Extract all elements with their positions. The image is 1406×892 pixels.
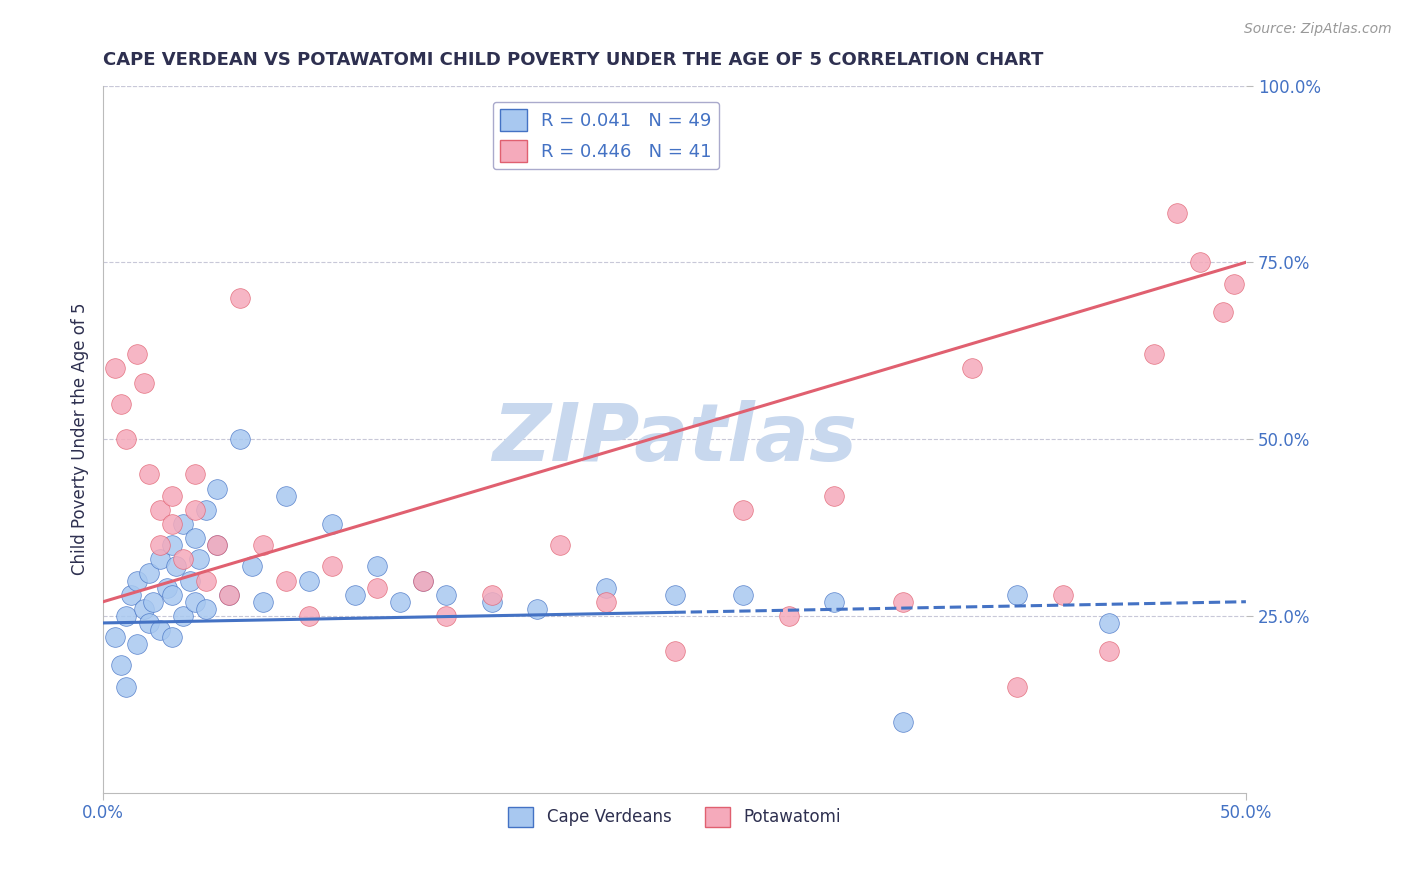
Point [127, 574, 149, 588]
Point [160, 630, 183, 644]
Point [207, 482, 229, 496]
Point [183, 595, 205, 609]
Y-axis label: Child Poverty Under the Age of 5: Child Poverty Under the Age of 5 [72, 302, 89, 575]
Point [824, 595, 846, 609]
Point [156, 581, 179, 595]
Point [664, 644, 686, 658]
Point [274, 574, 297, 588]
Point [824, 489, 846, 503]
Point [298, 608, 321, 623]
Point [389, 595, 412, 609]
Point [142, 595, 165, 609]
Point [366, 581, 388, 595]
Point [172, 552, 194, 566]
Point [165, 559, 187, 574]
Point [103, 361, 125, 376]
Point [218, 588, 240, 602]
Point [110, 658, 132, 673]
Point [138, 566, 160, 581]
Point [321, 559, 343, 574]
Point [343, 588, 366, 602]
Point [891, 595, 914, 609]
Point [548, 538, 571, 552]
Point [160, 516, 183, 531]
Point [194, 602, 217, 616]
Point [127, 347, 149, 361]
Point [160, 588, 183, 602]
Point [274, 489, 297, 503]
Point [526, 602, 548, 616]
Point [240, 559, 263, 574]
Point [1007, 588, 1029, 602]
Point [366, 559, 388, 574]
Point [207, 538, 229, 552]
Point [172, 516, 194, 531]
Point [960, 361, 983, 376]
Point [149, 503, 172, 517]
Point [134, 376, 156, 390]
Text: Source: ZipAtlas.com: Source: ZipAtlas.com [1244, 22, 1392, 37]
Point [183, 467, 205, 482]
Point [1098, 615, 1121, 630]
Point [218, 588, 240, 602]
Point [115, 680, 138, 694]
Point [595, 595, 617, 609]
Point [149, 552, 172, 566]
Point [194, 574, 217, 588]
Text: ZIPatlas: ZIPatlas [492, 401, 858, 478]
Legend: Cape Verdeans, Potawatomi: Cape Verdeans, Potawatomi [502, 800, 848, 834]
Point [252, 595, 274, 609]
Point [481, 588, 503, 602]
Point [149, 538, 172, 552]
Point [138, 467, 160, 482]
Point [412, 574, 434, 588]
Point [434, 608, 457, 623]
Point [229, 291, 252, 305]
Point [134, 602, 156, 616]
Point [1212, 305, 1234, 319]
Point [1223, 277, 1246, 291]
Point [321, 516, 343, 531]
Point [160, 489, 183, 503]
Point [1098, 644, 1121, 658]
Point [481, 595, 503, 609]
Point [149, 623, 172, 637]
Point [595, 581, 617, 595]
Point [412, 574, 434, 588]
Point [127, 637, 149, 651]
Point [115, 608, 138, 623]
Point [160, 538, 183, 552]
Point [733, 588, 755, 602]
Point [183, 531, 205, 545]
Point [1052, 588, 1074, 602]
Point [298, 574, 321, 588]
Text: CAPE VERDEAN VS POTAWATOMI CHILD POVERTY UNDER THE AGE OF 5 CORRELATION CHART: CAPE VERDEAN VS POTAWATOMI CHILD POVERTY… [103, 51, 1043, 69]
Point [115, 432, 138, 446]
Point [434, 588, 457, 602]
Point [172, 608, 194, 623]
Point [207, 538, 229, 552]
Point [1007, 680, 1029, 694]
Point [1166, 206, 1188, 220]
Point [110, 397, 132, 411]
Point [138, 615, 160, 630]
Point [120, 588, 142, 602]
Point [733, 503, 755, 517]
Point [778, 608, 800, 623]
Point [183, 503, 205, 517]
Point [1189, 255, 1212, 269]
Point [252, 538, 274, 552]
Point [179, 574, 201, 588]
Point [891, 714, 914, 729]
Point [188, 552, 211, 566]
Point [1143, 347, 1166, 361]
Point [103, 630, 125, 644]
Point [229, 432, 252, 446]
Point [664, 588, 686, 602]
Point [194, 503, 217, 517]
